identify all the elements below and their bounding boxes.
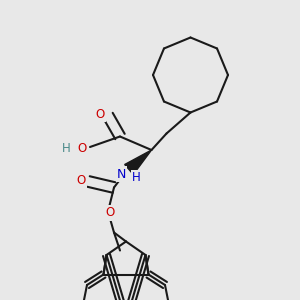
Text: O: O <box>78 142 87 155</box>
Text: H: H <box>132 171 141 184</box>
Text: O: O <box>76 173 85 187</box>
Polygon shape <box>125 150 152 175</box>
Text: O: O <box>105 206 114 220</box>
Text: H: H <box>62 142 70 155</box>
Text: O: O <box>96 107 105 121</box>
Text: N: N <box>117 167 126 181</box>
